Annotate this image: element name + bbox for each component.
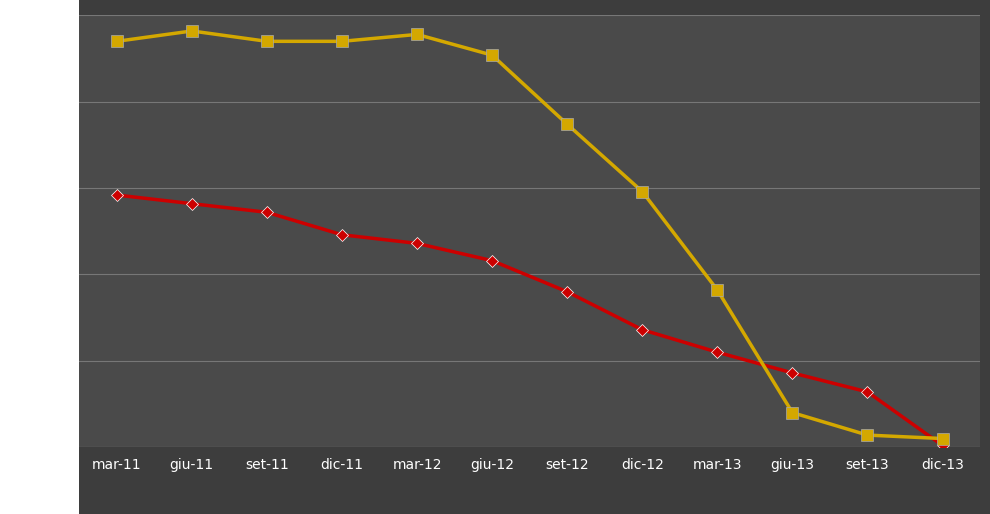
- Legend: Fallimenti, Concordati preventivi: Fallimenti, Concordati preventivi: [366, 508, 693, 514]
